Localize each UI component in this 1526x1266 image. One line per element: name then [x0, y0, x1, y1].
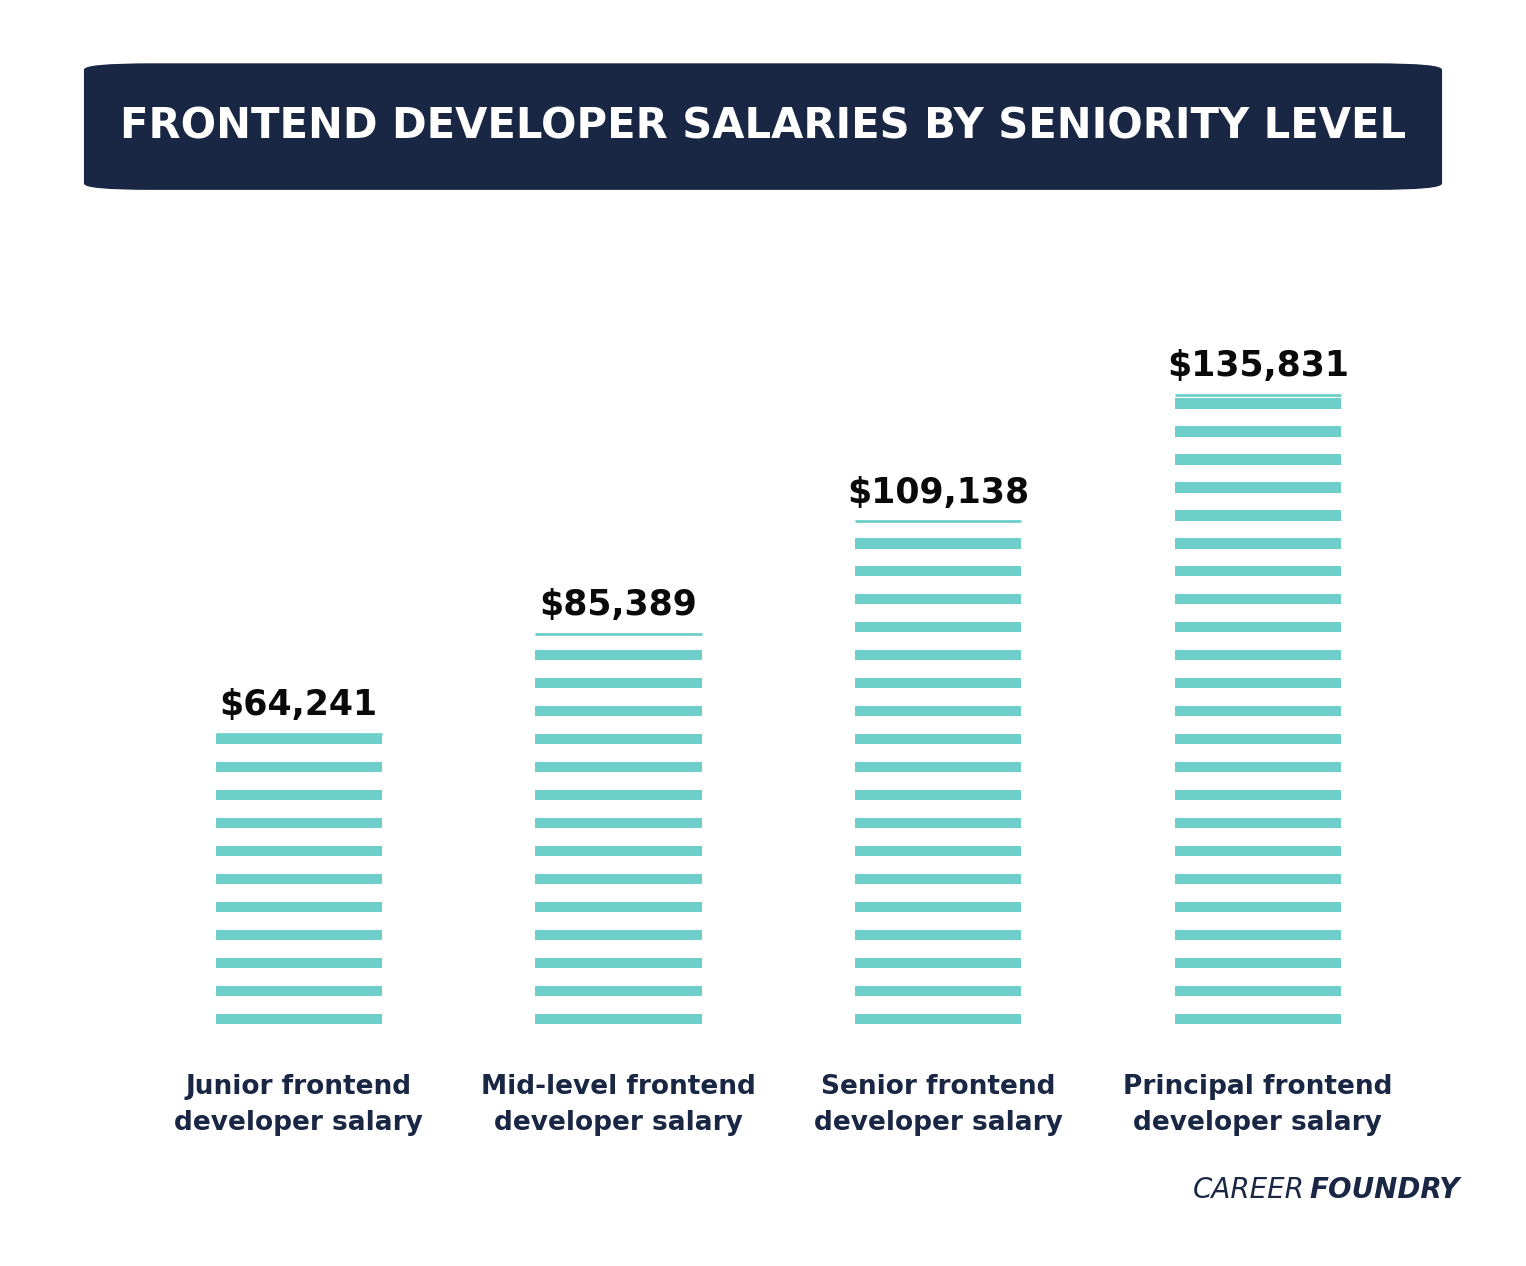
- Text: $64,241: $64,241: [220, 689, 378, 722]
- Bar: [1175, 425, 1341, 437]
- Bar: [855, 522, 1021, 1038]
- Bar: [215, 818, 382, 828]
- Bar: [855, 790, 1021, 800]
- Bar: [1175, 985, 1341, 996]
- Bar: [1175, 957, 1341, 968]
- Bar: [536, 633, 702, 1038]
- Bar: [1175, 818, 1341, 828]
- Text: CAREER: CAREER: [1193, 1176, 1305, 1204]
- Bar: [215, 762, 382, 772]
- Bar: [855, 677, 1021, 689]
- Bar: [855, 957, 1021, 968]
- Bar: [855, 901, 1021, 913]
- Bar: [1175, 398, 1341, 409]
- Bar: [536, 874, 702, 884]
- Bar: [536, 985, 702, 996]
- Bar: [215, 846, 382, 856]
- Text: $109,138: $109,138: [847, 476, 1029, 509]
- Bar: [1175, 790, 1341, 800]
- Bar: [215, 1014, 382, 1024]
- Bar: [215, 957, 382, 968]
- Bar: [536, 790, 702, 800]
- Bar: [1175, 482, 1341, 492]
- Text: FRONTEND DEVELOPER SALARIES BY SENIORITY LEVEL: FRONTEND DEVELOPER SALARIES BY SENIORITY…: [121, 105, 1405, 148]
- Bar: [855, 1014, 1021, 1024]
- Bar: [855, 874, 1021, 884]
- Bar: [1175, 510, 1341, 520]
- Bar: [215, 929, 382, 941]
- Bar: [536, 846, 702, 856]
- Bar: [1175, 901, 1341, 913]
- Bar: [855, 538, 1021, 548]
- Bar: [536, 762, 702, 772]
- Bar: [855, 705, 1021, 717]
- Bar: [855, 566, 1021, 576]
- Bar: [1175, 395, 1341, 1038]
- Bar: [1175, 454, 1341, 465]
- Bar: [536, 705, 702, 717]
- Bar: [215, 874, 382, 884]
- Bar: [1175, 734, 1341, 744]
- Bar: [855, 649, 1021, 661]
- Bar: [215, 901, 382, 913]
- Bar: [1175, 705, 1341, 717]
- Bar: [536, 929, 702, 941]
- Bar: [855, 985, 1021, 996]
- Bar: [855, 762, 1021, 772]
- Bar: [1175, 566, 1341, 576]
- Text: Mid-level frontend
developer salary: Mid-level frontend developer salary: [481, 1074, 755, 1136]
- Text: $85,389: $85,389: [540, 587, 697, 622]
- Bar: [1175, 594, 1341, 604]
- FancyBboxPatch shape: [84, 63, 1442, 190]
- Text: FOUNDRY: FOUNDRY: [1309, 1176, 1460, 1204]
- Text: Principal frontend
developer salary: Principal frontend developer salary: [1123, 1074, 1393, 1136]
- Bar: [1175, 846, 1341, 856]
- Bar: [855, 818, 1021, 828]
- Text: Junior frontend
developer salary: Junior frontend developer salary: [174, 1074, 423, 1136]
- Bar: [1175, 538, 1341, 548]
- Bar: [536, 1014, 702, 1024]
- Bar: [855, 734, 1021, 744]
- Bar: [215, 734, 382, 1038]
- Bar: [1175, 1014, 1341, 1024]
- Bar: [1175, 929, 1341, 941]
- Bar: [536, 677, 702, 689]
- Bar: [1175, 677, 1341, 689]
- Bar: [1175, 762, 1341, 772]
- Bar: [536, 901, 702, 913]
- Bar: [215, 734, 382, 744]
- Bar: [855, 846, 1021, 856]
- Bar: [536, 818, 702, 828]
- Bar: [536, 957, 702, 968]
- Bar: [536, 649, 702, 661]
- Bar: [536, 734, 702, 744]
- Bar: [1175, 622, 1341, 633]
- Bar: [855, 929, 1021, 941]
- Bar: [855, 622, 1021, 633]
- Bar: [215, 790, 382, 800]
- Bar: [855, 594, 1021, 604]
- Bar: [1175, 874, 1341, 884]
- Bar: [215, 985, 382, 996]
- Text: $135,831: $135,831: [1167, 349, 1349, 384]
- Text: Senior frontend
developer salary: Senior frontend developer salary: [813, 1074, 1062, 1136]
- Bar: [1175, 649, 1341, 661]
